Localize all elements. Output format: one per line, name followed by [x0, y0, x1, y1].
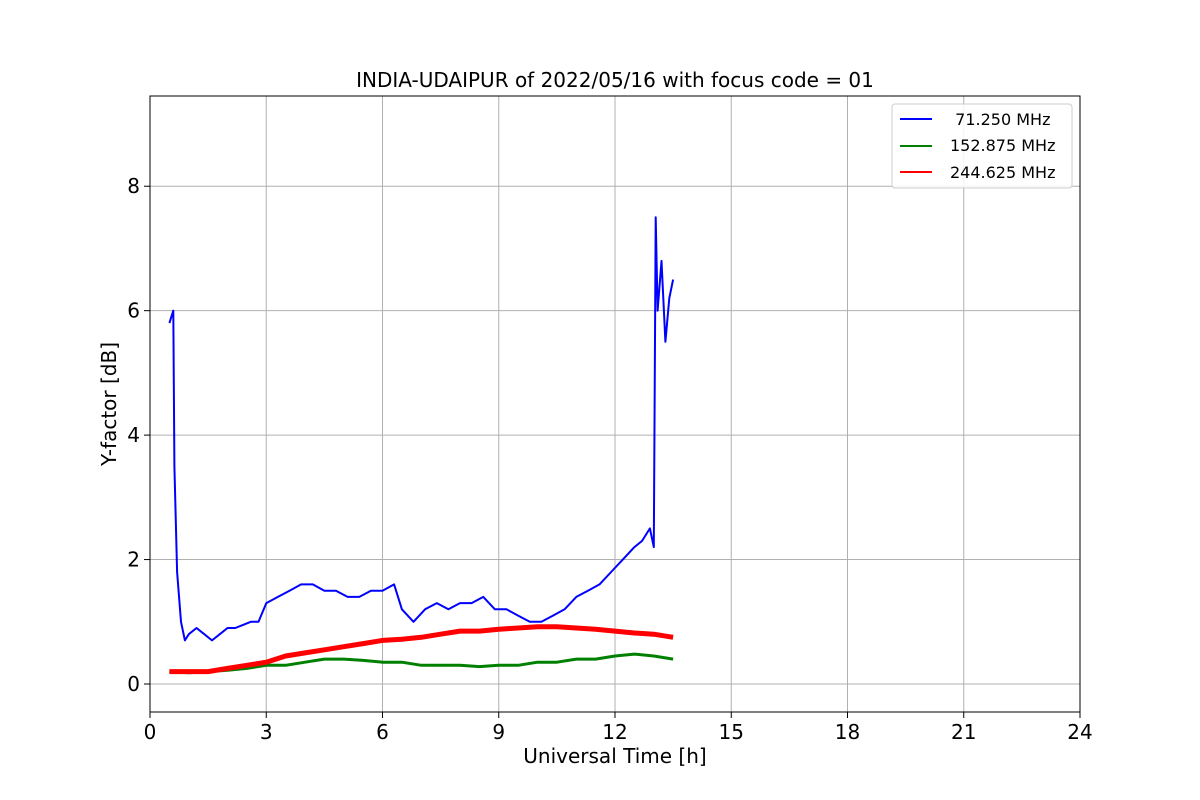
y-axis-label: Y-factor [dB]	[97, 342, 121, 467]
y-tick-label: 0	[127, 672, 140, 696]
x-tick-label: 0	[144, 720, 157, 744]
x-tick-label: 15	[719, 720, 744, 744]
x-tick-label: 6	[376, 720, 389, 744]
y-tick-label: 8	[127, 174, 140, 198]
x-tick-label: 18	[835, 720, 860, 744]
y-tick-label: 6	[127, 299, 140, 323]
legend-box	[891, 103, 1073, 189]
y-axis-ticks: 0 2 4 6 8	[127, 174, 150, 696]
x-axis-label: Universal Time [h]	[523, 744, 706, 768]
legend-label-244mhz: 244.625 MHz	[950, 163, 1055, 182]
x-tick-label: 24	[1067, 720, 1092, 744]
series-line-244mhz	[169, 624, 674, 675]
legend: 71.250 MHz 152.875 MHz 244.625 MHz	[891, 103, 1073, 189]
series-layer	[168, 216, 675, 675]
x-tick-label: 21	[951, 720, 976, 744]
x-tick-label: 12	[602, 720, 627, 744]
series-line-71mhz	[168, 216, 675, 642]
y-tick-label: 2	[127, 548, 140, 572]
chart-title: INDIA-UDAIPUR of 2022/05/16 with focus c…	[356, 68, 874, 92]
y-tick-label: 4	[127, 423, 140, 447]
x-tick-label: 3	[260, 720, 273, 744]
series-line-152mhz	[169, 652, 674, 675]
legend-label-152mhz: 152.875 MHz	[950, 136, 1055, 155]
legend-label-71mhz: 71.250 MHz	[945, 110, 1050, 129]
x-axis-ticks: 0 3 6 9 12 15 18 21 24	[144, 712, 1093, 744]
x-tick-label: 9	[492, 720, 505, 744]
